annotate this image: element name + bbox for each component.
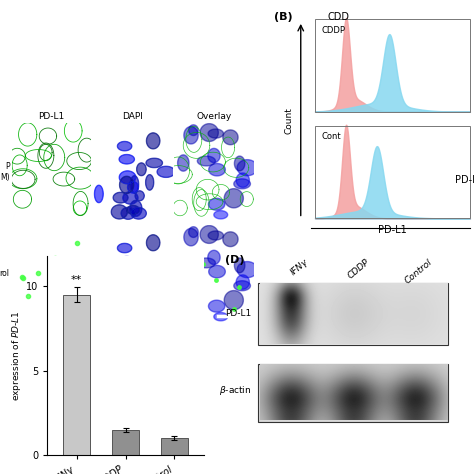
Bar — [315, 126, 470, 219]
Polygon shape — [146, 276, 154, 292]
Polygon shape — [123, 293, 138, 306]
Polygon shape — [209, 164, 225, 176]
Text: PD-L1: PD-L1 — [225, 310, 251, 318]
Polygon shape — [135, 191, 144, 201]
Polygon shape — [119, 273, 136, 286]
Polygon shape — [131, 310, 146, 321]
Polygon shape — [137, 265, 146, 278]
Text: PD-L1: PD-L1 — [455, 175, 474, 185]
Polygon shape — [189, 227, 198, 237]
Polygon shape — [224, 291, 243, 310]
Polygon shape — [237, 160, 257, 176]
Bar — [112, 430, 139, 455]
Text: P
M): P M) — [0, 162, 9, 182]
Polygon shape — [130, 176, 139, 193]
Polygon shape — [208, 129, 223, 138]
Bar — [64, 295, 90, 455]
Polygon shape — [94, 287, 103, 305]
Text: CDDP: CDDP — [346, 257, 371, 281]
Polygon shape — [214, 312, 228, 321]
Bar — [161, 438, 188, 455]
Polygon shape — [113, 192, 128, 203]
Text: PD-L1: PD-L1 — [378, 225, 407, 235]
Polygon shape — [94, 185, 103, 203]
Polygon shape — [209, 198, 225, 210]
Text: CDDP: CDDP — [321, 26, 345, 35]
Polygon shape — [119, 278, 134, 295]
Polygon shape — [135, 293, 144, 303]
Polygon shape — [146, 133, 160, 149]
Polygon shape — [200, 226, 219, 244]
Text: PD-L1: PD-L1 — [38, 112, 65, 121]
Polygon shape — [118, 243, 132, 253]
Text: CDD: CDD — [327, 12, 349, 22]
Polygon shape — [121, 309, 135, 321]
Polygon shape — [111, 307, 128, 321]
Text: $\beta$-actin: $\beta$-actin — [219, 384, 251, 398]
Polygon shape — [146, 260, 163, 270]
Polygon shape — [130, 278, 139, 295]
Polygon shape — [119, 256, 135, 266]
Polygon shape — [197, 156, 216, 166]
Polygon shape — [208, 250, 220, 264]
Y-axis label: expression of $\it{PD}$-$\it{L1}$: expression of $\it{PD}$-$\it{L1}$ — [10, 310, 23, 401]
Polygon shape — [189, 125, 198, 136]
Polygon shape — [130, 201, 142, 217]
Polygon shape — [131, 208, 146, 219]
Polygon shape — [127, 206, 139, 214]
Polygon shape — [130, 302, 142, 319]
Polygon shape — [208, 148, 220, 163]
Polygon shape — [157, 268, 175, 279]
Polygon shape — [209, 300, 225, 312]
Text: DAPI: DAPI — [122, 112, 143, 121]
Polygon shape — [157, 166, 175, 177]
Polygon shape — [184, 127, 198, 144]
Polygon shape — [184, 228, 198, 246]
Text: Control: Control — [403, 257, 434, 285]
Text: IFNγ: IFNγ — [289, 257, 310, 277]
Polygon shape — [236, 275, 249, 289]
Polygon shape — [200, 124, 219, 142]
Text: **: ** — [71, 274, 82, 285]
Bar — [258, 283, 448, 345]
Polygon shape — [208, 231, 223, 240]
Polygon shape — [237, 262, 257, 278]
Polygon shape — [111, 205, 128, 219]
Polygon shape — [123, 191, 138, 204]
Polygon shape — [214, 210, 228, 219]
Bar — [258, 364, 448, 422]
Polygon shape — [113, 294, 128, 305]
Polygon shape — [234, 281, 250, 291]
Polygon shape — [146, 174, 154, 190]
Polygon shape — [235, 156, 245, 171]
Polygon shape — [146, 158, 163, 168]
Polygon shape — [119, 171, 136, 184]
Polygon shape — [224, 189, 243, 208]
Polygon shape — [235, 258, 245, 273]
Polygon shape — [121, 207, 135, 219]
Bar — [315, 18, 470, 111]
Polygon shape — [128, 283, 138, 295]
Polygon shape — [119, 176, 134, 193]
Polygon shape — [197, 258, 216, 268]
Polygon shape — [223, 232, 238, 246]
Polygon shape — [137, 163, 146, 176]
Polygon shape — [118, 141, 132, 151]
Polygon shape — [209, 265, 225, 278]
Text: rol: rol — [0, 269, 9, 278]
Polygon shape — [178, 155, 189, 171]
Text: Count: Count — [284, 108, 293, 134]
Text: Cont: Cont — [321, 133, 341, 141]
Polygon shape — [127, 308, 139, 316]
Polygon shape — [146, 235, 160, 251]
Polygon shape — [178, 257, 189, 273]
Text: (B): (B) — [274, 12, 293, 22]
Polygon shape — [236, 173, 249, 187]
Polygon shape — [119, 155, 135, 164]
Polygon shape — [223, 130, 238, 145]
Polygon shape — [128, 182, 138, 193]
Polygon shape — [234, 179, 250, 189]
Text: Overlay: Overlay — [196, 112, 231, 121]
Text: (D): (D) — [225, 255, 245, 265]
